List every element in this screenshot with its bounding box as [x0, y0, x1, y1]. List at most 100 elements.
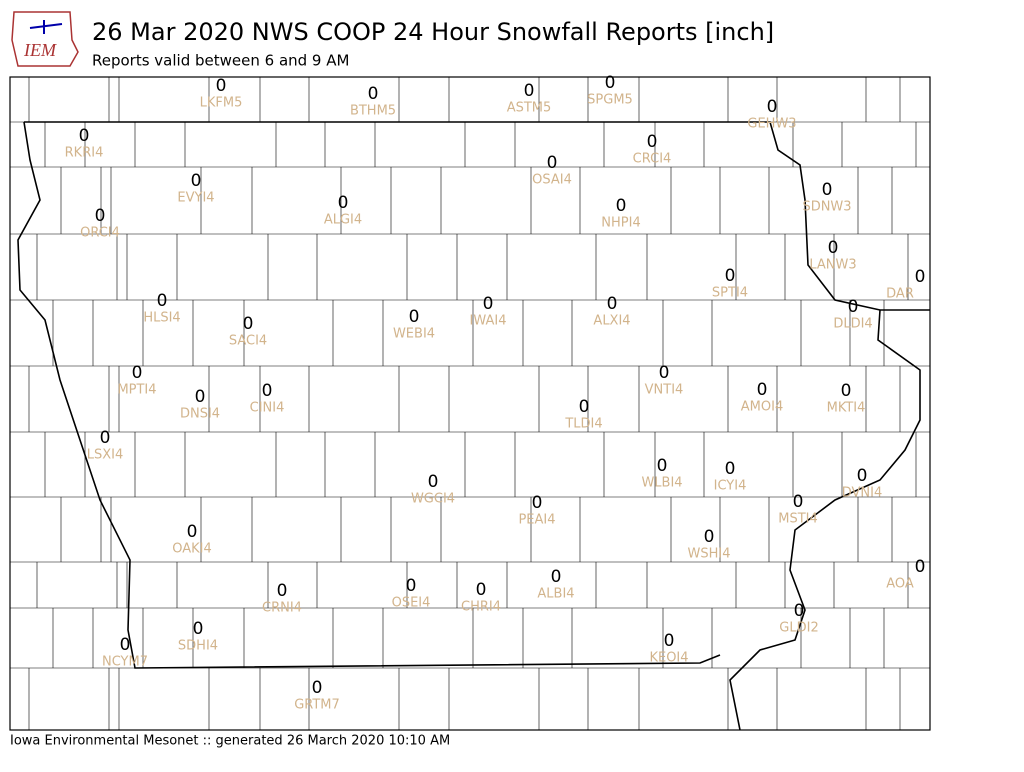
- station-label: OSAI4: [532, 173, 572, 188]
- station-label: LANW3: [809, 258, 856, 273]
- station-value: 0: [532, 493, 543, 513]
- station-value: 0: [338, 193, 349, 213]
- station-label: DNSI4: [180, 407, 220, 422]
- title: 26 Mar 2020 NWS COOP 24 Hour Snowfall Re…: [92, 18, 774, 46]
- station-value: 0: [100, 428, 111, 448]
- station-value: 0: [579, 397, 590, 417]
- station-value: 0: [857, 466, 868, 486]
- station-label: LSXI4: [87, 448, 124, 463]
- station-label: GLDI2: [779, 621, 818, 636]
- station-value: 0: [605, 73, 616, 93]
- station-value: 0: [757, 380, 768, 400]
- station-label: WLBI4: [641, 476, 682, 491]
- station-label: OAKI4: [172, 542, 212, 557]
- station-label: ALGI4: [324, 213, 362, 228]
- station-value: 0: [551, 567, 562, 587]
- station-label: IWAI4: [470, 314, 507, 329]
- station-value: 0: [915, 267, 926, 287]
- station-label: VNTI4: [645, 383, 684, 398]
- station-value: 0: [187, 522, 198, 542]
- station-label: CRNI4: [262, 601, 302, 616]
- footer: Iowa Environmental Mesonet :: generated …: [10, 734, 450, 749]
- station-value: 0: [191, 171, 202, 191]
- station-value: 0: [406, 576, 417, 596]
- station-label: DLDI4: [833, 317, 872, 332]
- station-value: 0: [725, 266, 736, 286]
- station-label: CINI4: [250, 401, 285, 416]
- station-label: SDNW3: [802, 200, 851, 215]
- station-label: AMOI4: [741, 400, 783, 415]
- station-label: SPTI4: [712, 286, 748, 301]
- station-label: ORCI4: [80, 226, 120, 241]
- station-label: DAR: [886, 287, 914, 302]
- station-label: BTHM5: [350, 104, 396, 119]
- station-value: 0: [195, 387, 206, 407]
- station-value: 0: [915, 557, 926, 577]
- station-label: ICYI4: [714, 479, 747, 494]
- station-value: 0: [95, 206, 106, 226]
- station-value: 0: [193, 619, 204, 639]
- station-value: 0: [607, 294, 618, 314]
- station-label: MSTI4: [778, 512, 818, 527]
- station-value: 0: [647, 132, 658, 152]
- station-value: 0: [368, 84, 379, 104]
- station-value: 0: [767, 97, 778, 117]
- station-value: 0: [794, 601, 805, 621]
- logo: IEM: [11, 11, 79, 67]
- station-value: 0: [828, 238, 839, 258]
- station-label: GRTM7: [294, 698, 340, 713]
- station-value: 0: [659, 363, 670, 383]
- map-geography: [10, 77, 930, 730]
- station-value: 0: [616, 196, 627, 216]
- station-label: ASTM5: [507, 101, 552, 116]
- station-label: KEOI4: [649, 651, 688, 666]
- station-value: 0: [793, 492, 804, 512]
- station-value: 0: [822, 180, 833, 200]
- station-value: 0: [277, 581, 288, 601]
- station-value: 0: [243, 314, 254, 334]
- station-label: EVYI4: [177, 191, 214, 206]
- station-value: 0: [848, 297, 859, 317]
- station-value: 0: [725, 459, 736, 479]
- station-value: 0: [547, 153, 558, 173]
- station-label: MKTI4: [827, 401, 866, 416]
- station-label: AOA: [886, 577, 914, 592]
- station-label: GEHW3: [747, 117, 796, 132]
- station-label: RKRI4: [65, 146, 104, 161]
- station-label: NCYM7: [102, 655, 148, 670]
- state-border: [17, 121, 930, 730]
- station-label: WSHI4: [688, 547, 731, 562]
- station-label: SPGM5: [587, 93, 633, 108]
- station-label: PEAI4: [518, 513, 555, 528]
- station-value: 0: [483, 294, 494, 314]
- station-label: SDHI4: [178, 639, 218, 654]
- station-value: 0: [409, 307, 420, 327]
- station-label: OSEI4: [392, 596, 431, 611]
- station-value: 0: [79, 126, 90, 146]
- station-value: 0: [524, 81, 535, 101]
- station-label: NHPI4: [601, 216, 640, 231]
- station-value: 0: [312, 678, 323, 698]
- station-value: 0: [841, 381, 852, 401]
- station-label: CRCI4: [633, 152, 672, 167]
- station-label: TLDI4: [564, 417, 602, 432]
- station-label: HLSI4: [143, 311, 180, 326]
- station-value: 0: [262, 381, 273, 401]
- station-value: 0: [704, 527, 715, 547]
- map-frame: [9, 76, 931, 731]
- station-value: 0: [657, 456, 668, 476]
- station-value: 0: [216, 76, 227, 96]
- subtitle: Reports valid between 6 and 9 AM: [92, 52, 349, 70]
- station-label: CHRI4: [461, 600, 501, 615]
- station-value: 0: [428, 472, 439, 492]
- station-value: 0: [132, 363, 143, 383]
- station-label: SACI4: [229, 334, 267, 349]
- station-value: 0: [120, 635, 131, 655]
- station-label: ALBI4: [537, 587, 574, 602]
- station-value: 0: [664, 631, 675, 651]
- station-label: WGCI4: [411, 492, 455, 507]
- station-label: WEBI4: [393, 327, 435, 342]
- station-label: MPTI4: [117, 383, 156, 398]
